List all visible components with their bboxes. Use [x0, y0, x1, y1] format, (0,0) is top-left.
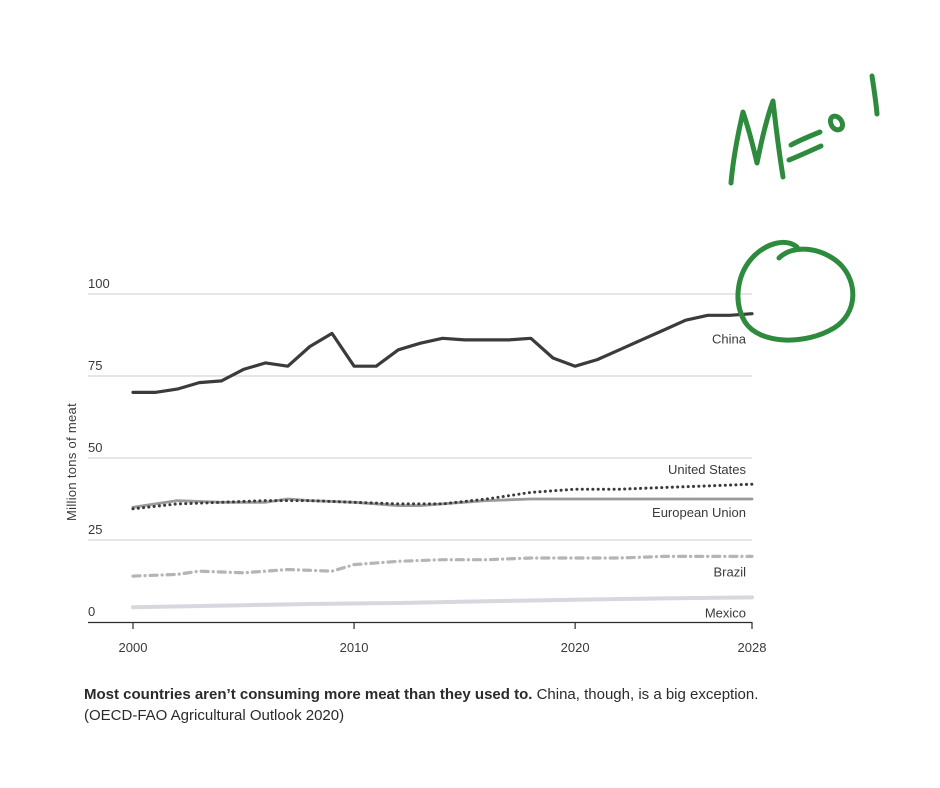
y-tick-labels: 0 25 50 75 100: [88, 276, 110, 619]
series-label-united-states: United States: [668, 462, 747, 477]
handwriting-e-stroke-2: [786, 143, 824, 163]
x-tick-2000: 2000: [119, 640, 148, 655]
series-line-china: [131, 312, 754, 394]
y-tick-25: 25: [88, 522, 102, 537]
x-axis: 2000 2010 2020 2028: [88, 621, 767, 655]
figure-caption: Most countries aren’t consuming more mea…: [84, 684, 784, 726]
series-label-mexico: Mexico: [705, 605, 746, 620]
x-tick-2010: 2010: [340, 640, 369, 655]
y-tick-0: 0: [88, 604, 95, 619]
caption-bold: Most countries aren’t consuming more mea…: [84, 686, 533, 703]
x-tick-2028: 2028: [738, 640, 767, 655]
series-lines: [131, 312, 754, 610]
series-label-european-union: European Union: [652, 505, 746, 520]
caption-rest: China, though, is a big exception. (OECD…: [84, 686, 759, 724]
y-tick-75: 75: [88, 358, 102, 373]
handwriting-t-stroke: [869, 73, 880, 117]
series-labels: Mexico Brazil European Union United States C…: [652, 332, 747, 621]
series-line-european-union: [131, 497, 754, 509]
y-axis-label: Million tons of meat: [64, 403, 79, 521]
series-line-brazil: [131, 554, 754, 578]
handwriting-m-stroke: [728, 98, 786, 186]
handwriting-e-stroke-1: [788, 129, 823, 148]
gridlines: [88, 293, 752, 541]
series-line-mexico: [131, 595, 754, 610]
handwritten-annotation: [728, 73, 880, 343]
meat-chart: 0 25 50 75 100 2000 2010 2020 2028 Mexico Brazil…: [64, 73, 880, 655]
handwriting-a-stroke: [827, 113, 845, 133]
handwritten-circle: [735, 239, 856, 343]
x-tick-2020: 2020: [561, 640, 590, 655]
series-label-brazil: Brazil: [713, 564, 746, 579]
y-tick-50: 50: [88, 440, 102, 455]
series-label-china: China: [712, 332, 747, 347]
y-tick-100: 100: [88, 276, 110, 291]
